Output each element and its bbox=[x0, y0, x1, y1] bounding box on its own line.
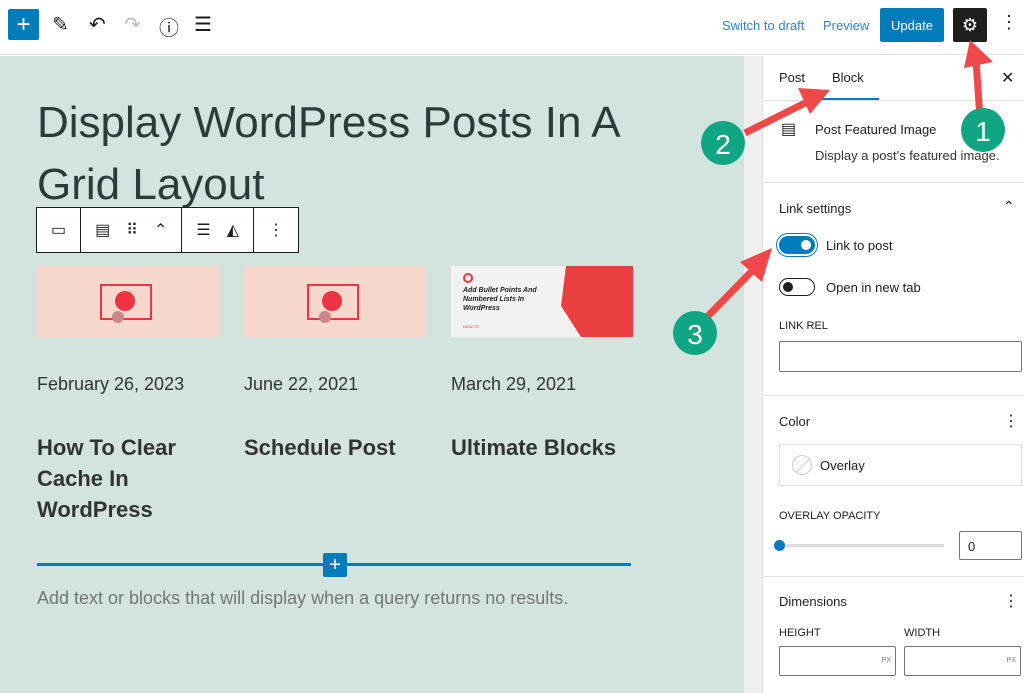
block-toolbar: ▭ ▤ ⠿ ⌃ ☰ ◭ ⋮ bbox=[36, 207, 300, 253]
scrollbar[interactable] bbox=[744, 56, 762, 693]
post-link-title[interactable]: How To Clear Cache In WordPress bbox=[37, 435, 176, 522]
preview-link[interactable]: Preview bbox=[823, 18, 870, 33]
width-input[interactable]: PX bbox=[904, 646, 1021, 676]
block-name: Post Featured Image bbox=[815, 122, 937, 137]
post-title[interactable]: Display WordPress Posts In A Grid Layout bbox=[37, 98, 619, 209]
settings-sidebar: Post Block ✕ ▤ Post Featured Image Displ… bbox=[762, 56, 1024, 693]
overlay-label: Overlay bbox=[820, 458, 865, 473]
link-rel-label: LINK REL bbox=[779, 320, 828, 332]
unit-label: PX bbox=[1006, 657, 1016, 664]
height-input[interactable]: PX bbox=[779, 646, 896, 676]
height-label: HEIGHT bbox=[779, 627, 821, 639]
info-icon[interactable]: ⓘ bbox=[159, 18, 179, 40]
dimensions-options-icon[interactable]: ⋮ bbox=[1003, 593, 1019, 610]
opacity-input[interactable]: 0 bbox=[959, 531, 1022, 560]
post-date: June 22, 2021 bbox=[244, 374, 359, 394]
align-icon[interactable]: ☰ bbox=[196, 222, 211, 239]
image-block-icon[interactable]: ▤ bbox=[95, 222, 111, 239]
featured-image[interactable] bbox=[37, 266, 219, 337]
post-date: February 26, 2023 bbox=[37, 374, 185, 394]
settings-gear-icon[interactable]: ⚙ bbox=[953, 8, 987, 42]
more-options-icon[interactable]: ⋮ bbox=[1000, 12, 1018, 32]
parent-block-button[interactable]: ▭ bbox=[37, 208, 82, 252]
move-up-down-icon[interactable]: ⌃ bbox=[153, 222, 168, 239]
link-to-post-label: Link to post bbox=[826, 238, 893, 253]
list-view-icon[interactable]: ☰ bbox=[194, 14, 212, 36]
switch-to-draft-link[interactable]: Switch to draft bbox=[722, 18, 805, 33]
tab-post[interactable]: Post bbox=[779, 70, 806, 85]
close-icon[interactable]: ✕ bbox=[1001, 70, 1015, 87]
drag-handle-icon[interactable]: ⠿ bbox=[126, 222, 138, 239]
pencil-icon[interactable]: ✎ bbox=[52, 14, 69, 36]
link-to-post-toggle[interactable] bbox=[779, 236, 815, 254]
opacity-slider-thumb[interactable] bbox=[774, 540, 785, 551]
tab-block[interactable]: Block bbox=[832, 70, 864, 85]
image-tag: HOW TO bbox=[463, 324, 480, 329]
block-description: Display a post's featured image. bbox=[815, 148, 1000, 163]
chevron-up-icon[interactable]: ⌃ bbox=[1003, 198, 1015, 214]
dimensions-title: Dimensions bbox=[779, 594, 847, 609]
image-block-icon: ▤ bbox=[781, 121, 797, 138]
active-tab-indicator bbox=[818, 98, 879, 100]
editor-canvas bbox=[0, 56, 744, 693]
update-button[interactable]: Update bbox=[880, 8, 944, 42]
add-block-button[interactable]: + bbox=[8, 9, 39, 40]
featured-image[interactable] bbox=[244, 266, 426, 337]
image-text: Add Bullet Points And Numbered Lists In … bbox=[463, 287, 537, 312]
post-link-title[interactable]: Ultimate Blocks bbox=[451, 435, 617, 460]
overlay-color-button[interactable]: Overlay bbox=[779, 444, 1022, 486]
duotone-icon[interactable]: ◭ bbox=[226, 222, 240, 239]
no-results-placeholder[interactable]: Add text or blocks that will display whe… bbox=[37, 588, 569, 608]
block-options-icon[interactable]: ⋮ bbox=[268, 222, 285, 239]
open-new-tab-toggle[interactable] bbox=[779, 278, 815, 296]
color-title: Color bbox=[779, 414, 811, 429]
overlay-opacity-label: OVERLAY OPACITY bbox=[779, 510, 881, 522]
width-label: WIDTH bbox=[904, 627, 941, 639]
featured-image[interactable]: Add Bullet Points And Numbered Lists In … bbox=[451, 266, 633, 337]
opacity-slider-track[interactable] bbox=[779, 544, 944, 547]
link-settings-title[interactable]: Link settings bbox=[779, 201, 852, 216]
top-toolbar: + ✎ ↶ ↷ ⓘ ☰ Switch to draft Preview Upda… bbox=[0, 0, 1024, 55]
color-options-icon[interactable]: ⋮ bbox=[1003, 413, 1019, 430]
post-date: March 29, 2021 bbox=[451, 374, 577, 394]
unit-label: PX bbox=[881, 657, 891, 664]
redo-icon[interactable]: ↷ bbox=[124, 14, 141, 36]
undo-icon[interactable]: ↶ bbox=[89, 14, 106, 36]
open-new-tab-label: Open in new tab bbox=[826, 280, 921, 295]
post-link-title[interactable]: Schedule Post bbox=[244, 435, 396, 460]
link-rel-input[interactable] bbox=[779, 341, 1022, 372]
insert-block-button[interactable]: + bbox=[323, 553, 347, 577]
no-color-swatch-icon bbox=[792, 455, 812, 475]
